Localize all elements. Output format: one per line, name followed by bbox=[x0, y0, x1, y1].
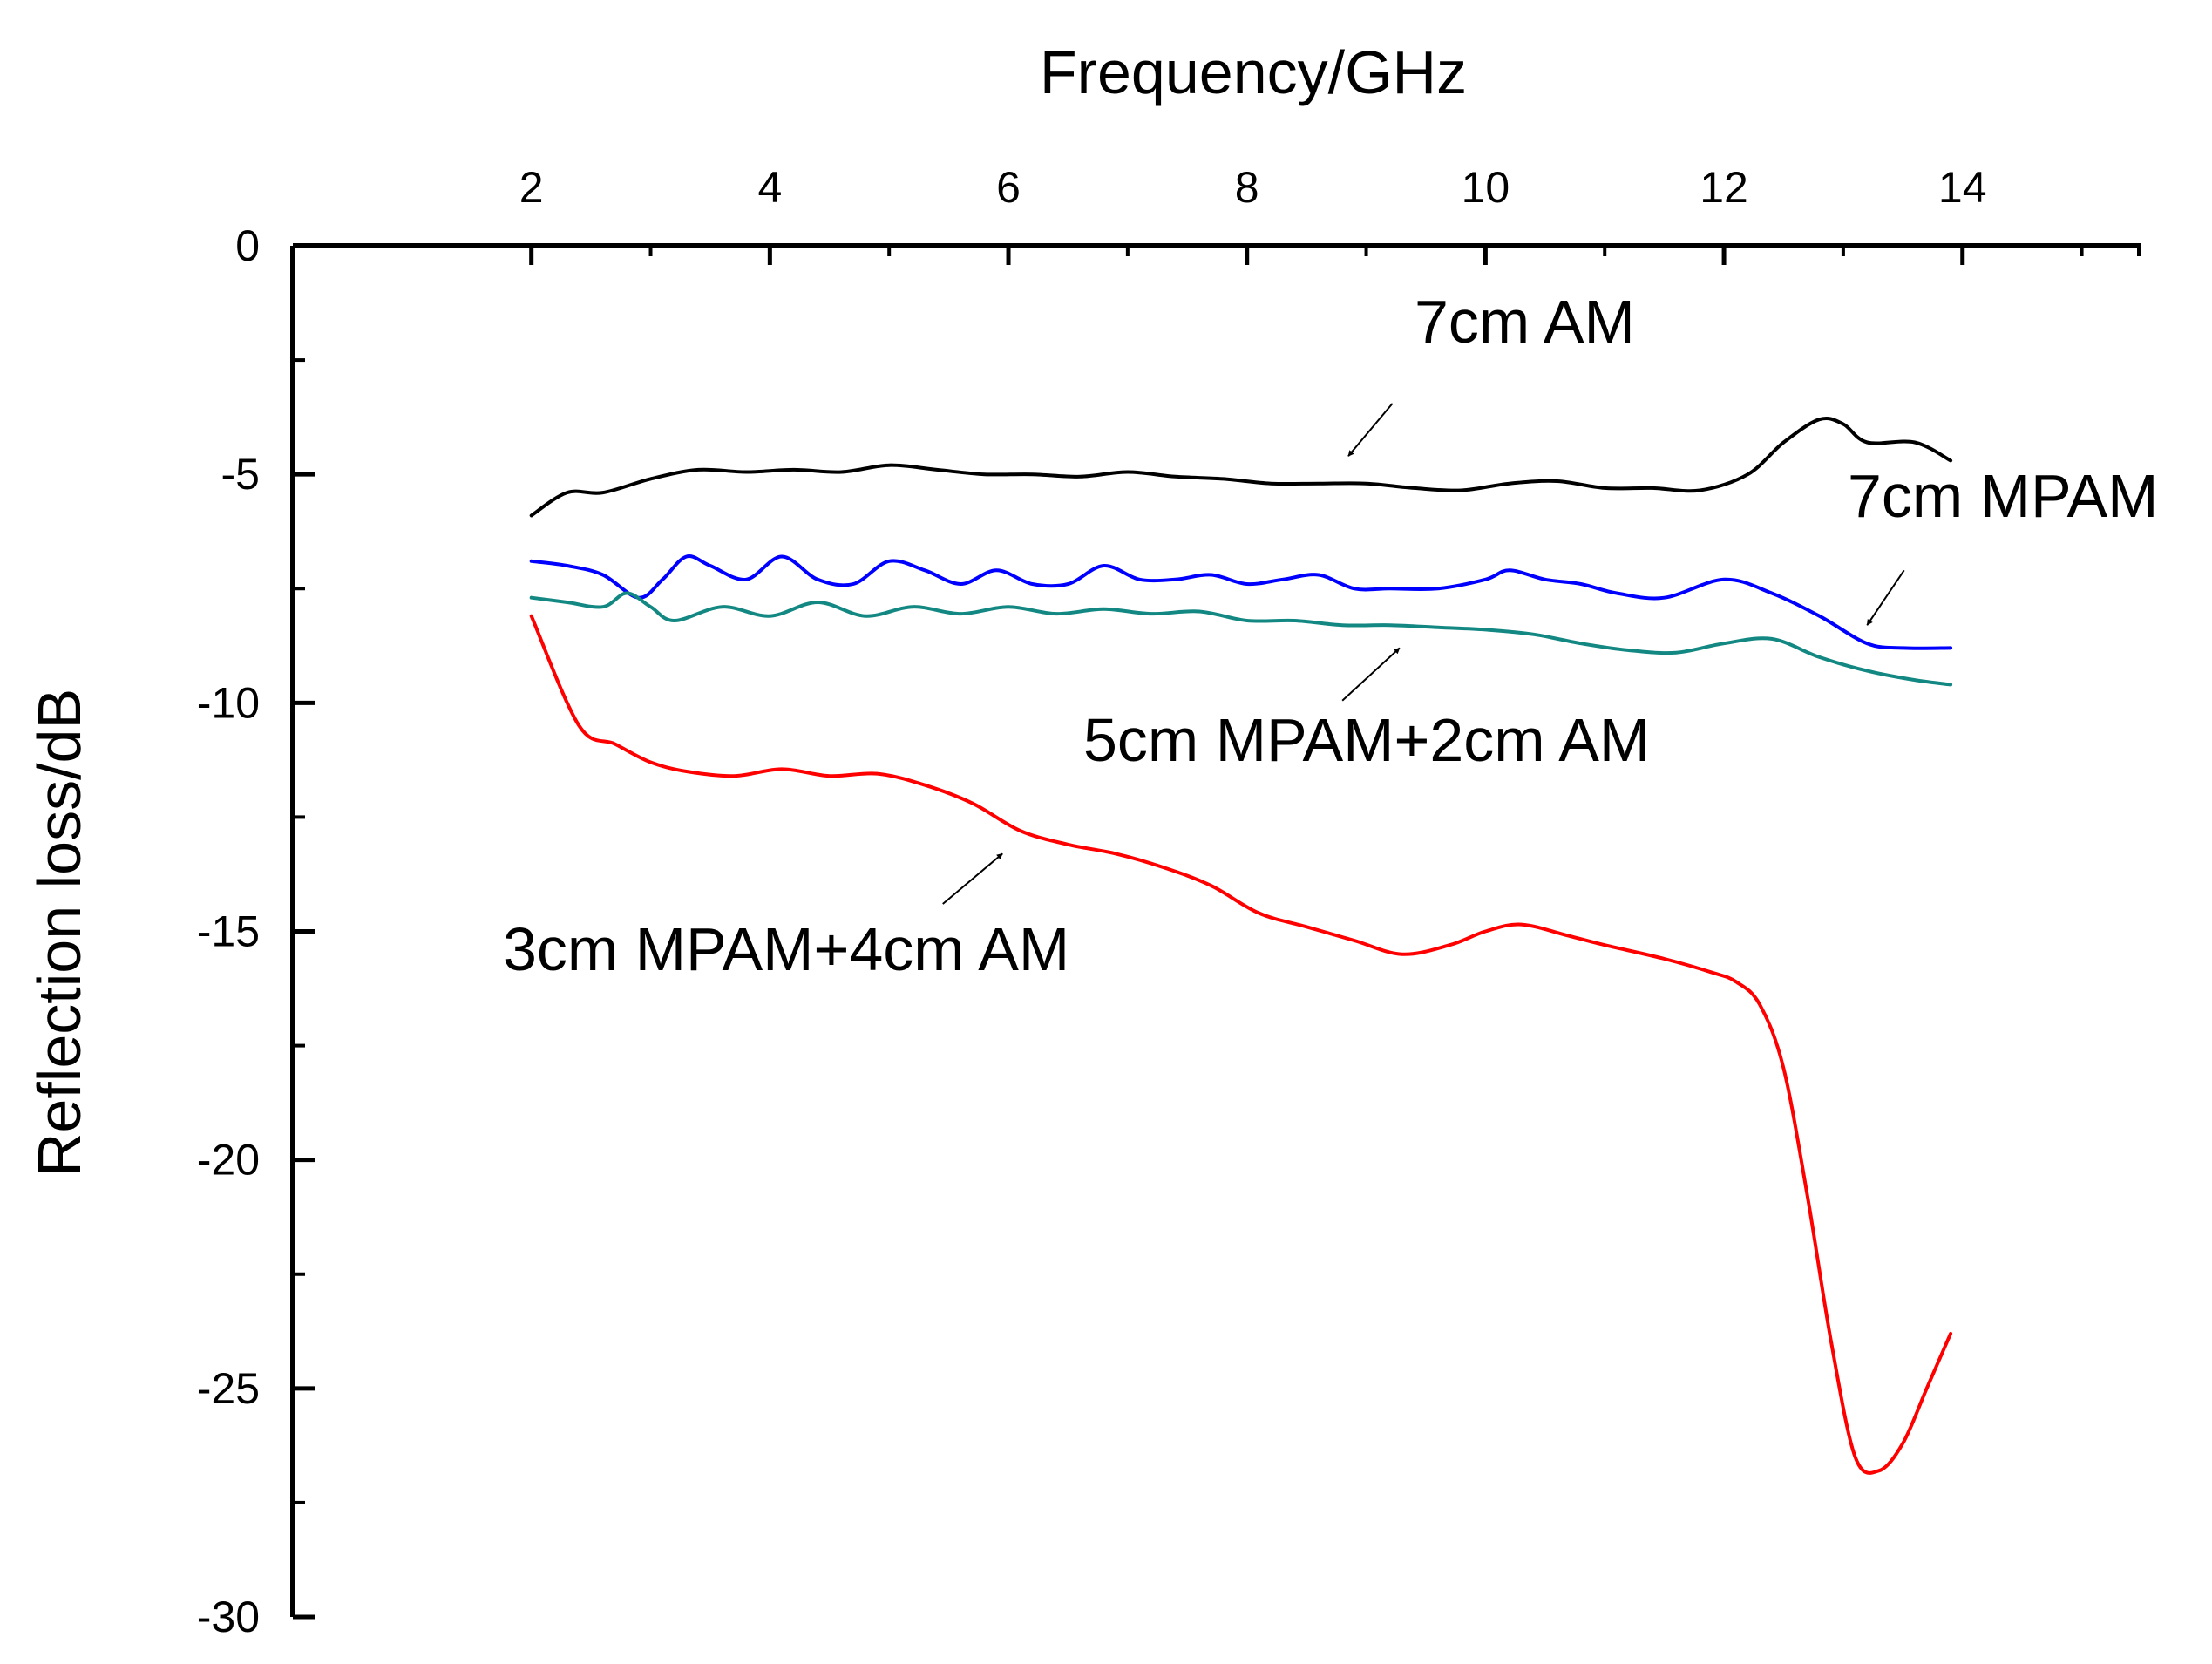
x-tick-label: 2 bbox=[519, 163, 544, 212]
y-tick-label: -10 bbox=[197, 678, 260, 727]
annotation-group: 7cm AM 7cm MPAM 5cm MPAM+2cm AM 3cm MPAM+4c… bbox=[503, 288, 2159, 983]
series-line-7cm-am bbox=[529, 416, 1953, 518]
x-tick-label: 6 bbox=[996, 163, 1021, 212]
series-group bbox=[529, 416, 1953, 1475]
annotation-label: 7cm MPAM bbox=[1848, 462, 2159, 530]
x-ticks: 2 4 6 8 10 12 14 bbox=[519, 163, 2141, 265]
annotation-arrow bbox=[942, 852, 1003, 905]
x-tick-label: 14 bbox=[1938, 163, 1987, 212]
axes: 2 4 6 8 10 12 14 0 -5 -10 -15 -20 -25 -30 bbox=[197, 163, 2141, 1641]
y-ticks: 0 -5 -10 -15 -20 -25 -30 bbox=[197, 221, 315, 1641]
x-axis-title: Frequency/GHz bbox=[1040, 38, 1467, 106]
x-tick-label: 10 bbox=[1462, 163, 1510, 212]
y-axis-title: Reflection loss/dB bbox=[25, 689, 93, 1177]
y-tick-label: -5 bbox=[221, 450, 260, 499]
x-tick-label: 8 bbox=[1235, 163, 1259, 212]
x-tick-label: 12 bbox=[1700, 163, 1748, 212]
y-tick-label: -15 bbox=[197, 907, 260, 956]
annotation-arrow bbox=[1866, 569, 1905, 626]
annotation-arrow bbox=[1341, 647, 1401, 702]
x-tick-label: 4 bbox=[757, 163, 782, 212]
annotation-label: 7cm AM bbox=[1415, 288, 1635, 356]
y-tick-label: -30 bbox=[197, 1593, 260, 1641]
y-tick-label: 0 bbox=[235, 221, 260, 270]
y-tick-label: -25 bbox=[197, 1364, 260, 1413]
series-line-7cm-mpam bbox=[529, 554, 1953, 650]
y-tick-label: -20 bbox=[197, 1136, 260, 1185]
series-line-3cm-mpam-4cm-am bbox=[529, 614, 1953, 1475]
annotation-arrow bbox=[1347, 403, 1394, 457]
series-line-5cm-mpam-2cm-am bbox=[529, 591, 1953, 687]
annotation-label: 5cm MPAM+2cm AM bbox=[1083, 706, 1650, 774]
annotation-label: 3cm MPAM+4cm AM bbox=[503, 915, 1069, 983]
